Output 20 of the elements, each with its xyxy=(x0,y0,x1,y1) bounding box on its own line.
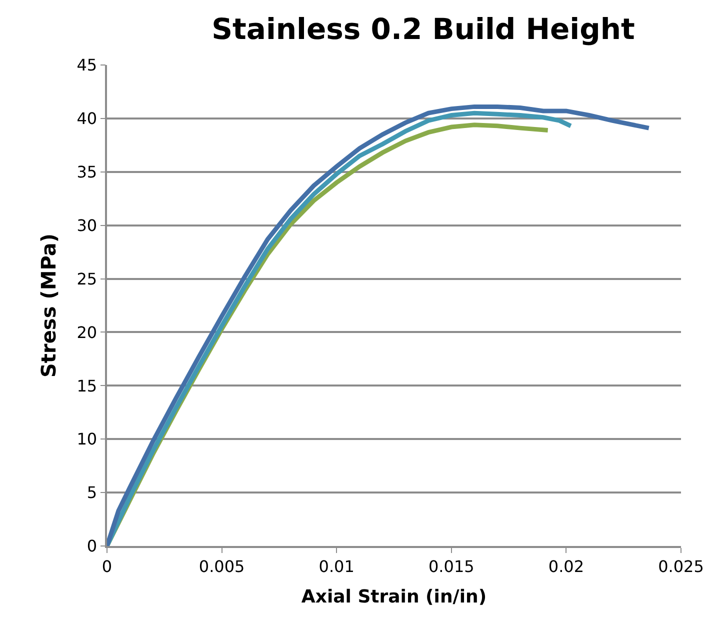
y-tick-label: 35 xyxy=(76,162,98,182)
y-tick-label: 5 xyxy=(86,483,98,502)
x-tick-label: 0 xyxy=(102,556,112,576)
x-tick-label: 0.005 xyxy=(198,556,245,576)
y-tick-label: 30 xyxy=(76,216,98,235)
x-tick-label: 0.025 xyxy=(658,556,704,576)
y-tick-label: 45 xyxy=(76,56,98,75)
y-axis-title: Stress (MPa) xyxy=(36,234,61,378)
x-tick-label: 0.015 xyxy=(428,556,474,576)
chart-title: Stainless 0.2 Build Height xyxy=(212,12,636,46)
y-tick-label: 40 xyxy=(76,109,98,128)
y-tick-label: 10 xyxy=(76,430,98,449)
y-tick-label: 15 xyxy=(76,376,98,396)
x-tick-label: 0.01 xyxy=(318,556,354,576)
line-series xyxy=(107,104,652,546)
y-tick-label: 20 xyxy=(76,322,98,342)
x-axis-title: Axial Strain (in/in) xyxy=(301,586,487,608)
y-tick-label: 0 xyxy=(86,536,98,556)
y-tick-label: 25 xyxy=(76,269,98,288)
x-tick-label: 0.02 xyxy=(548,556,584,576)
